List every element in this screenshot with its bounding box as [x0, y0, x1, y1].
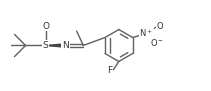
- Text: N: N: [62, 41, 69, 50]
- Text: O: O: [156, 22, 163, 31]
- Text: O: O: [42, 22, 49, 31]
- Text: F: F: [107, 66, 112, 75]
- Text: O$^-$: O$^-$: [150, 37, 164, 48]
- Text: N$^+$: N$^+$: [139, 28, 153, 39]
- Text: S: S: [43, 41, 49, 50]
- Polygon shape: [46, 44, 66, 47]
